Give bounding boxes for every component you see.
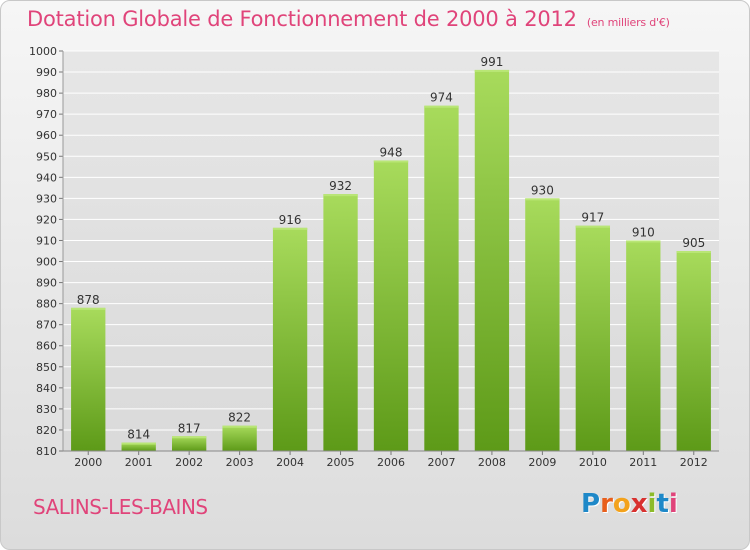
proxiti-logo: Proxiti bbox=[581, 489, 678, 519]
y-tick-label: 950 bbox=[36, 150, 57, 163]
y-tick-label: 840 bbox=[36, 382, 57, 395]
chart-title-text: Dotation Globale de Fonctionnement de 20… bbox=[27, 7, 577, 31]
bar-value-label: 905 bbox=[682, 236, 705, 250]
bar bbox=[222, 425, 257, 451]
bar bbox=[373, 160, 409, 451]
y-tick-label: 810 bbox=[36, 445, 57, 458]
bar bbox=[626, 240, 661, 451]
bar bbox=[676, 251, 711, 451]
bar-top-highlight bbox=[626, 240, 661, 243]
bar-value-label: 974 bbox=[430, 91, 453, 105]
bar-top-highlight bbox=[575, 225, 611, 228]
x-tick-label: 2009 bbox=[528, 456, 556, 469]
y-tick-label: 820 bbox=[36, 424, 57, 437]
bar-value-label: 917 bbox=[581, 211, 604, 225]
logo-letter: i bbox=[668, 489, 678, 519]
x-tick-label: 2010 bbox=[579, 456, 607, 469]
y-tick-label: 960 bbox=[36, 129, 57, 142]
bar-top-highlight bbox=[474, 69, 510, 72]
bars: 878 814 817 822 916 932 948 974 991 930 917 910 905 bbox=[71, 55, 711, 452]
y-axis: 810 820 830 840 850 860 870 880 890 900 910 920 930 9… bbox=[29, 45, 64, 458]
y-tick-label: 990 bbox=[36, 66, 57, 79]
x-tick-label: 2012 bbox=[680, 456, 708, 469]
x-tick-label: 2000 bbox=[74, 456, 102, 469]
bar-top-highlight bbox=[222, 425, 257, 428]
x-tick-label: 2007 bbox=[427, 456, 455, 469]
chart-subtitle: (en milliers d'€) bbox=[586, 16, 670, 29]
bar bbox=[575, 225, 611, 451]
bar-top-highlight bbox=[272, 227, 308, 230]
bar-top-highlight bbox=[424, 105, 459, 108]
bar-value-label: 878 bbox=[77, 293, 100, 307]
y-tick-label: 830 bbox=[36, 403, 57, 416]
commune-name: SALINS-LES-BAINS bbox=[33, 495, 208, 519]
bar-top-highlight bbox=[121, 442, 156, 445]
y-tick-label: 1000 bbox=[29, 45, 57, 58]
x-tick-label: 2002 bbox=[175, 456, 203, 469]
logo-letter: i bbox=[647, 489, 657, 519]
x-tick-label: 2006 bbox=[377, 456, 405, 469]
bar bbox=[323, 194, 358, 451]
logo-letter: P bbox=[581, 489, 601, 519]
x-tick-label: 2008 bbox=[478, 456, 506, 469]
y-tick-label: 850 bbox=[36, 361, 57, 374]
bar bbox=[424, 105, 459, 451]
bar bbox=[171, 436, 207, 451]
bar-value-label: 932 bbox=[329, 179, 352, 193]
x-tick-label: 2001 bbox=[125, 456, 153, 469]
bar-value-label: 817 bbox=[178, 421, 201, 435]
y-tick-label: 970 bbox=[36, 108, 57, 121]
bar bbox=[525, 198, 560, 451]
y-tick-label: 870 bbox=[36, 319, 57, 332]
bar-top-highlight bbox=[373, 160, 409, 163]
bar bbox=[121, 442, 156, 451]
x-tick-label: 2011 bbox=[629, 456, 657, 469]
bar-value-label: 916 bbox=[279, 213, 302, 227]
bar-top-highlight bbox=[171, 436, 207, 439]
bar-value-label: 948 bbox=[380, 145, 403, 159]
chart-title: Dotation Globale de Fonctionnement de 20… bbox=[27, 7, 670, 31]
bar bbox=[474, 69, 510, 452]
y-tick-label: 910 bbox=[36, 234, 57, 247]
x-tick-label: 2004 bbox=[276, 456, 304, 469]
x-tick-label: 2003 bbox=[226, 456, 254, 469]
x-tick-label: 2005 bbox=[327, 456, 355, 469]
y-tick-label: 920 bbox=[36, 213, 57, 226]
logo-letter: o bbox=[612, 489, 631, 519]
bar-value-label: 822 bbox=[228, 411, 251, 425]
bar-value-label: 930 bbox=[531, 183, 554, 197]
logo-letter: r bbox=[600, 489, 613, 519]
y-tick-label: 860 bbox=[36, 340, 57, 353]
y-tick-label: 940 bbox=[36, 171, 57, 184]
bar-value-label: 814 bbox=[127, 428, 150, 442]
bar-top-highlight bbox=[525, 198, 560, 201]
bar-top-highlight bbox=[323, 194, 358, 197]
bar-value-label: 991 bbox=[480, 55, 503, 69]
bar-value-label: 910 bbox=[632, 225, 655, 239]
bar-top-highlight bbox=[71, 307, 106, 310]
bar bbox=[272, 227, 308, 451]
y-tick-label: 890 bbox=[36, 277, 57, 290]
y-tick-label: 900 bbox=[36, 256, 57, 269]
x-axis: 2000 2001 2002 2003 2004 2005 2006 2007 2008 2009… bbox=[63, 450, 719, 469]
y-tick-label: 980 bbox=[36, 87, 57, 100]
y-tick-label: 930 bbox=[36, 192, 57, 205]
y-tick-label: 880 bbox=[36, 298, 57, 311]
bar-top-highlight bbox=[676, 251, 711, 253]
logo-letter: t bbox=[656, 489, 669, 519]
logo-letter: x bbox=[630, 489, 648, 519]
bar bbox=[71, 307, 106, 451]
